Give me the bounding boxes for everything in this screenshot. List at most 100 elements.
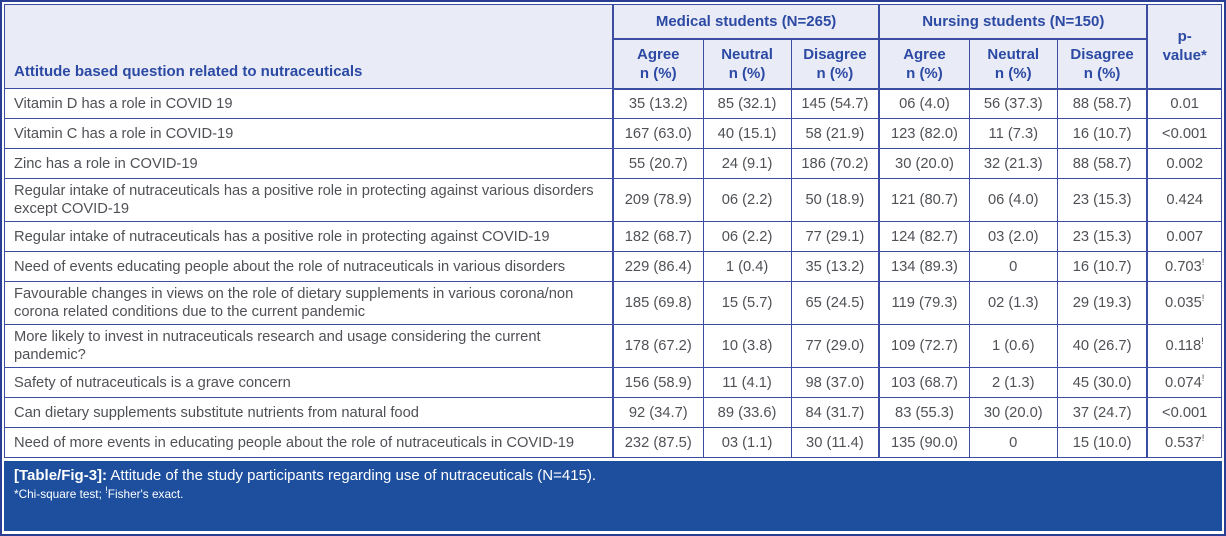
p-value-footnote-marker: !: [1201, 293, 1205, 305]
table-row: Safety of nutraceuticals is a grave conc…: [3, 367, 1223, 398]
question-cell: Regular intake of nutraceuticals has a p…: [3, 178, 614, 222]
value-cell: 88 (58.7): [1056, 148, 1149, 179]
table-row: Favourable changes in views on the role …: [3, 281, 1223, 325]
value-cell: 40 (26.7): [1056, 324, 1149, 368]
p-header-line1: p-: [1177, 28, 1192, 46]
value-cell: 40 (15.1): [702, 118, 792, 149]
value-cell: 232 (87.5): [612, 427, 704, 458]
value-cell: 167 (63.0): [612, 118, 704, 149]
p-value-cell: 0.002: [1146, 148, 1223, 179]
table-row: Vitamin C has a role in COVID-19 167 (63.…: [3, 118, 1223, 149]
sub-header-label: Disagree: [1070, 45, 1134, 63]
table-row: Regular intake of nutraceuticals has a p…: [3, 221, 1223, 252]
footnote-fishers: Fisher's exact.: [107, 487, 184, 501]
value-cell: 16 (10.7): [1056, 118, 1149, 149]
group-header-row: Attitude based question related to nutra…: [3, 4, 1223, 90]
p-value-cell: <0.001: [1146, 118, 1223, 149]
sub-header-label: Neutral: [987, 45, 1040, 63]
p-value-footnote-marker: !: [1201, 372, 1205, 384]
table-row: Regular intake of nutraceuticals has a p…: [3, 178, 1223, 222]
value-cell: 65 (24.5): [790, 281, 881, 325]
value-cell: 10 (3.8): [702, 324, 792, 368]
value-cell: 50 (18.9): [790, 178, 881, 222]
value-cell: 11 (4.1): [702, 367, 792, 398]
sub-header-unit: n (%): [906, 64, 943, 82]
value-cell: 15 (5.7): [702, 281, 792, 325]
value-cell: 23 (15.3): [1056, 178, 1149, 222]
medical-neutral-header: Neutral n (%): [702, 38, 792, 90]
value-cell: 85 (32.1): [702, 88, 792, 119]
sub-header-unit: n (%): [994, 64, 1032, 82]
p-value-footnote-marker: !: [1201, 256, 1205, 268]
value-cell: 24 (9.1): [702, 148, 792, 179]
question-cell: Safety of nutraceuticals is a grave conc…: [3, 367, 614, 398]
sub-header-unit: n (%): [639, 64, 677, 82]
value-cell: 02 (1.3): [968, 281, 1058, 325]
value-cell: 37 (24.7): [1056, 397, 1149, 428]
question-cell: Vitamin D has a role in COVID 19: [3, 88, 614, 119]
value-cell: 30 (20.0): [878, 148, 970, 179]
sub-header-unit: n (%): [728, 64, 766, 82]
value-cell: 103 (68.7): [878, 367, 970, 398]
value-cell: 92 (34.7): [612, 397, 704, 428]
value-cell: 16 (10.7): [1056, 251, 1149, 282]
value-cell: 98 (37.0): [790, 367, 881, 398]
value-cell: 29 (19.3): [1056, 281, 1149, 325]
figure-caption: [Table/Fig-3]: Attitude of the study par…: [4, 461, 1222, 531]
value-cell: 77 (29.0): [790, 324, 881, 368]
value-cell: 55 (20.7): [612, 148, 704, 179]
p-value-cell: 0.007: [1146, 221, 1223, 252]
value-cell: 124 (82.7): [878, 221, 970, 252]
attitude-table: Attitude based question related to nutra…: [3, 4, 1223, 458]
value-cell: 32 (21.3): [968, 148, 1058, 179]
value-cell: 145 (54.7): [790, 88, 881, 119]
p-header-line2: value*: [1162, 47, 1207, 65]
value-cell: 56 (37.3): [968, 88, 1058, 119]
footnote: *Chi-square test; !Fisher's exact.: [14, 486, 1212, 502]
table-row: Zinc has a role in COVID-19 55 (20.7) 24 (…: [3, 148, 1223, 179]
value-cell: 11 (7.3): [968, 118, 1058, 149]
table-row: Can dietary supplements substitute nutri…: [3, 397, 1223, 428]
value-cell: 03 (2.0): [968, 221, 1058, 252]
footnote-chi-square: *Chi-square test;: [14, 487, 106, 501]
value-cell: 1 (0.4): [702, 251, 792, 282]
table-body: Vitamin D has a role in COVID 19 35 (13.2…: [3, 88, 1223, 458]
p-value-cell: <0.001: [1146, 397, 1223, 428]
sub-header-label: Agree: [903, 45, 946, 63]
p-value-cell: 0.424: [1146, 178, 1223, 222]
sub-header-unit: n (%): [816, 64, 854, 82]
medical-disagree-header: Disagree n (%): [790, 38, 881, 90]
sub-header-label: Neutral: [721, 45, 773, 63]
table-row: Need of events educating people about th…: [3, 251, 1223, 282]
table-header: Attitude based question related to nutra…: [3, 4, 1223, 90]
value-cell: 182 (68.7): [612, 221, 704, 252]
value-cell: 185 (69.8): [612, 281, 704, 325]
value-cell: 186 (70.2): [790, 148, 881, 179]
figure-tag: [Table/Fig-3]:: [14, 467, 108, 484]
value-cell: 35 (13.2): [790, 251, 881, 282]
question-cell: Favourable changes in views on the role …: [3, 281, 614, 325]
value-cell: 45 (30.0): [1056, 367, 1149, 398]
question-cell: Can dietary supplements substitute nutri…: [3, 397, 614, 428]
value-cell: 84 (31.7): [790, 397, 881, 428]
table-row: Vitamin D has a role in COVID 19 35 (13.2…: [3, 88, 1223, 119]
p-value-cell: 0.074!: [1146, 367, 1223, 398]
value-cell: 06 (2.2): [702, 221, 792, 252]
medical-agree-header: Agree n (%): [612, 38, 704, 90]
table-row: More likely to invest in nutraceuticals …: [3, 324, 1223, 368]
caption-line: [Table/Fig-3]: Attitude of the study par…: [14, 466, 1212, 486]
p-value-footnote-marker: !: [1201, 336, 1204, 348]
value-cell: 123 (82.0): [878, 118, 970, 149]
sub-header-row: Agree n (%) Neutral n (%) Disagree n (%)…: [5, 38, 1222, 90]
p-value-footnote-marker: !: [1201, 432, 1205, 444]
value-cell: 156 (58.9): [612, 367, 704, 398]
sub-header-label: Disagree: [803, 45, 867, 63]
nursing-neutral-header: Neutral n (%): [968, 38, 1058, 90]
p-value-column-header: p- value*: [1146, 4, 1223, 90]
p-value-cell: 0.703!: [1146, 251, 1223, 282]
value-cell: 30 (11.4): [790, 427, 881, 458]
value-cell: 209 (78.9): [612, 178, 704, 222]
medical-group-header: Medical students (N=265): [612, 4, 881, 40]
value-cell: 2 (1.3): [968, 367, 1058, 398]
